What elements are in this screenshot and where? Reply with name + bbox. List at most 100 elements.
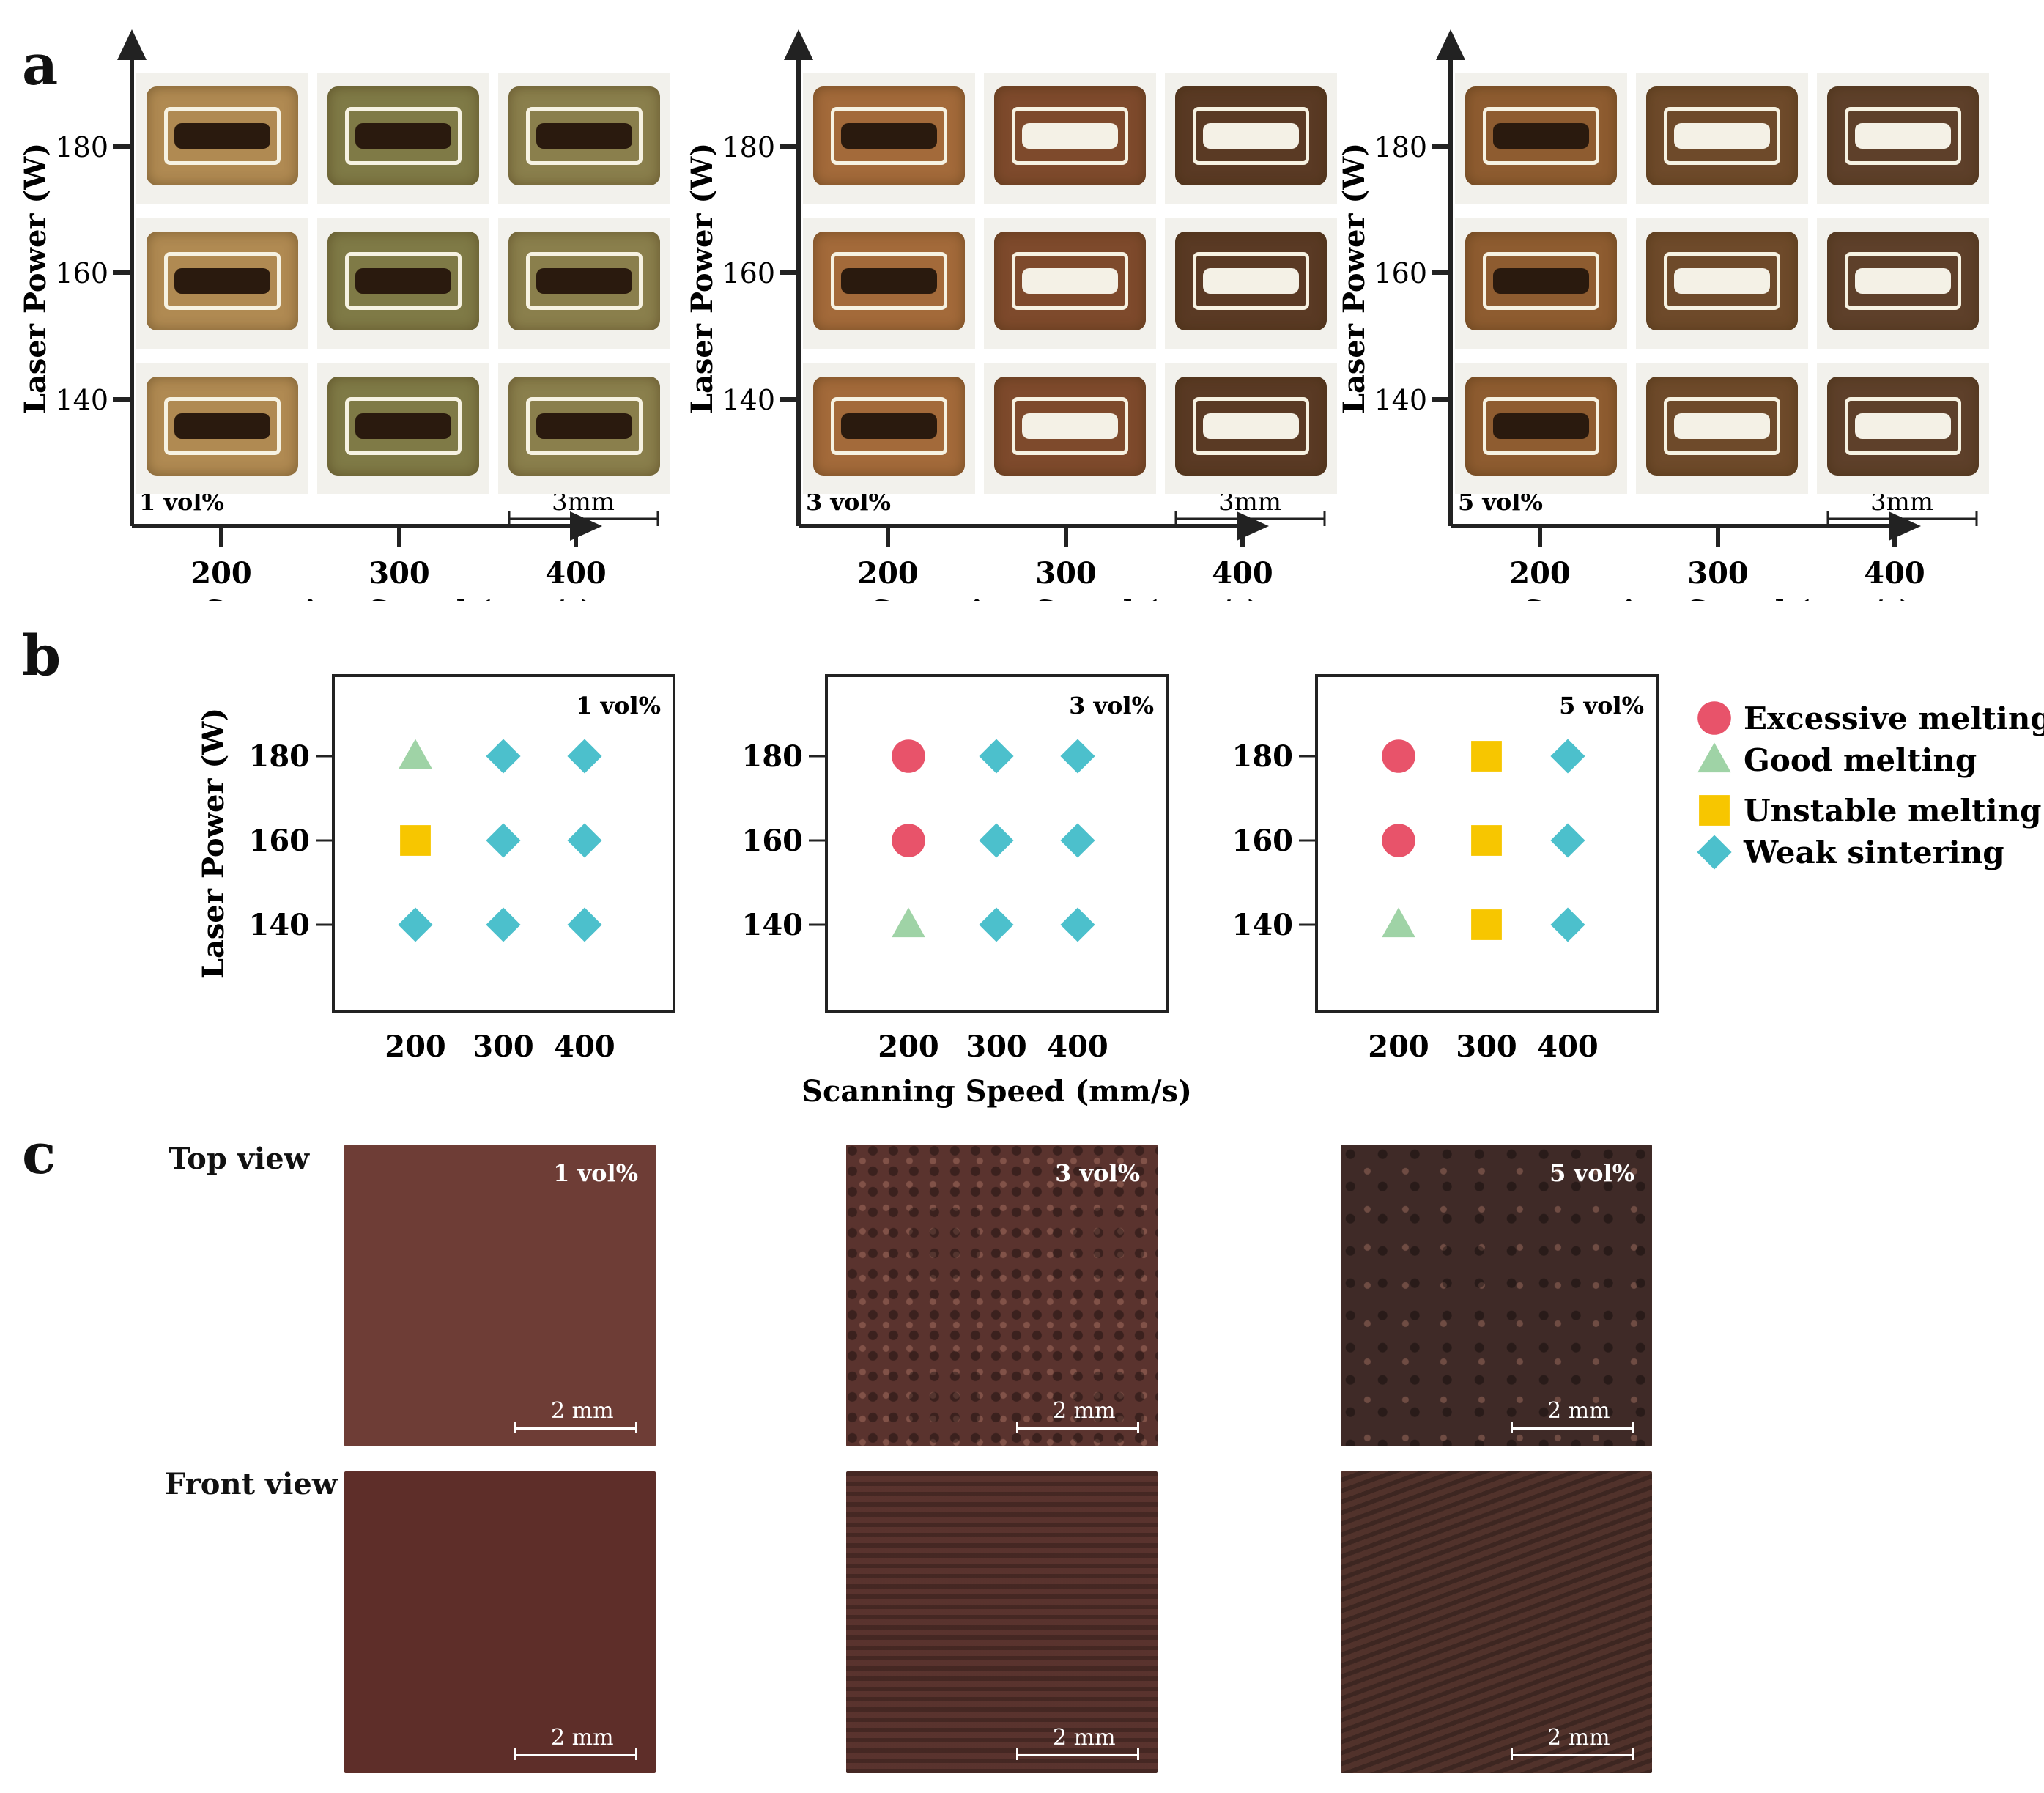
x-tick-label: 400: [554, 1029, 615, 1064]
sample-ring: [1663, 397, 1781, 455]
panel-a-axes-2: 180 160 140 200 300 400 Scanning Speed (mm/s) L…: [685, 29, 1326, 601]
sample-photo: [1455, 363, 1627, 494]
legend-marker-triangle: [1697, 742, 1731, 773]
point-diamond: [1060, 823, 1095, 858]
x-tick-label: 400: [545, 556, 607, 591]
sample-ring: [344, 252, 462, 310]
y-axis-label: Laser Power (W): [196, 708, 231, 979]
point-square: [1471, 909, 1502, 940]
sample-photo: [1165, 363, 1337, 494]
point-square: [400, 825, 431, 856]
front-view-photo: 2 mm: [1341, 1471, 1652, 1773]
sample-core: [840, 122, 938, 149]
vol-label: 3 vol%: [1055, 1159, 1140, 1187]
legend: Excessive melting Good melting Unstable me…: [1697, 700, 2044, 870]
point-diamond: [1060, 739, 1095, 774]
scale-bar: [1016, 1748, 1139, 1760]
scale-bar: [514, 1748, 637, 1760]
sample-photo: [1636, 218, 1808, 349]
x-tick-label: 200: [1368, 1029, 1429, 1064]
sample-ring: [830, 252, 948, 310]
x-axis-label: Scanning Speed (mm/s): [1523, 594, 1914, 601]
top-view-photo: 1 vol% 2 mm: [344, 1145, 656, 1446]
panel-label-c: c: [22, 1121, 56, 1186]
sample-ring: [1482, 252, 1600, 310]
scale-label: 2 mm: [551, 1398, 614, 1424]
top-view-label: Top view: [169, 1142, 310, 1176]
y-tick-label: 140: [722, 384, 775, 416]
chart-title: 3 vol%: [1069, 692, 1154, 720]
sample-core: [174, 122, 271, 149]
y-tick-label: 140: [742, 908, 804, 942]
chart-frame: [332, 674, 675, 1013]
y-tick-label: 160: [1374, 257, 1427, 289]
sample-core: [1673, 267, 1771, 295]
sample-core: [840, 267, 938, 295]
legend-label: Good melting: [1744, 742, 1977, 778]
sample-core: [1021, 122, 1119, 149]
sample-ring: [163, 397, 281, 455]
x-tick-label: 300: [369, 556, 430, 591]
y-tick-label: 160: [722, 257, 775, 289]
sample-core: [1492, 122, 1590, 149]
point-circle: [892, 824, 925, 857]
point-diamond: [486, 739, 521, 774]
scale-bar: [1016, 1422, 1139, 1433]
point-diamond: [1060, 907, 1095, 942]
scatter-chart-1: 1 vol% 140 160 180 200 300 400 Laser Power (W): [196, 674, 675, 1064]
sample-ring: [525, 252, 643, 310]
point-diamond: [979, 739, 1014, 774]
panel-label-b: b: [22, 623, 62, 688]
panel-b-charts: 1 vol% 140 160 180 200 300 400 Laser Power (W) 3…: [196, 674, 2044, 1109]
y-tick-label: 140: [249, 908, 311, 942]
x-tick-label: 300: [1035, 556, 1097, 591]
legend-label: Excessive melting: [1744, 700, 2044, 736]
sample-core: [1202, 122, 1300, 149]
sample-photo: [1636, 363, 1808, 494]
sample-photo: [136, 73, 308, 204]
sample-ring: [1192, 252, 1310, 310]
sample-ring: [1011, 252, 1129, 310]
sample-photo: [498, 363, 670, 494]
sample-core: [355, 267, 452, 295]
y-axis-arrow: [117, 29, 147, 60]
sample-ring: [1482, 397, 1600, 455]
vol-label: 1 vol%: [553, 1159, 638, 1187]
panel-a-axes-1: 180 160 140 200 300 400 Scanning Speed (mm/s) L…: [18, 29, 659, 601]
sample-ring: [1192, 107, 1310, 165]
point-square: [1471, 741, 1502, 772]
point-triangle: [892, 907, 925, 938]
sample-ring: [1663, 252, 1781, 310]
chart-frame: [825, 674, 1169, 1013]
sample-core: [1021, 267, 1119, 295]
sample-ring: [525, 107, 643, 165]
sample-photo: [317, 363, 489, 494]
sample-core: [1021, 413, 1119, 440]
y-axis-arrow: [784, 29, 813, 60]
sample-core: [1854, 413, 1952, 440]
y-tick-label: 160: [742, 824, 804, 858]
sample-core: [536, 267, 633, 295]
sample-core: [840, 413, 938, 440]
point-diamond: [1550, 907, 1585, 942]
sample-photo: [1165, 73, 1337, 204]
x-tick-label: 200: [190, 556, 252, 591]
scale-label: 2 mm: [1053, 1725, 1116, 1751]
top-view-photo: 3 vol% 2 mm: [846, 1145, 1158, 1446]
sample-ring: [525, 397, 643, 455]
y-axis-label: Laser Power (W): [18, 143, 53, 414]
y-tick-label: 180: [249, 739, 311, 774]
scale-label: 2 mm: [1053, 1398, 1116, 1424]
sample-photo: [136, 363, 308, 494]
sample-photo: [1817, 363, 1989, 494]
sample-core: [1854, 122, 1952, 149]
scale-bar: [514, 1422, 637, 1433]
scale-label: 2 mm: [1547, 1398, 1610, 1424]
x-axis-label: Scanning Speed (mm/s): [871, 594, 1262, 601]
point-diamond: [567, 823, 602, 858]
scatter-chart-2: 3 vol% 140 160 180 200 300 400 Scanning Speed (…: [742, 674, 1192, 1109]
point-diamond: [398, 907, 433, 942]
sample-photo: [984, 218, 1156, 349]
sample-ring: [1844, 397, 1962, 455]
point-triangle: [399, 739, 432, 769]
